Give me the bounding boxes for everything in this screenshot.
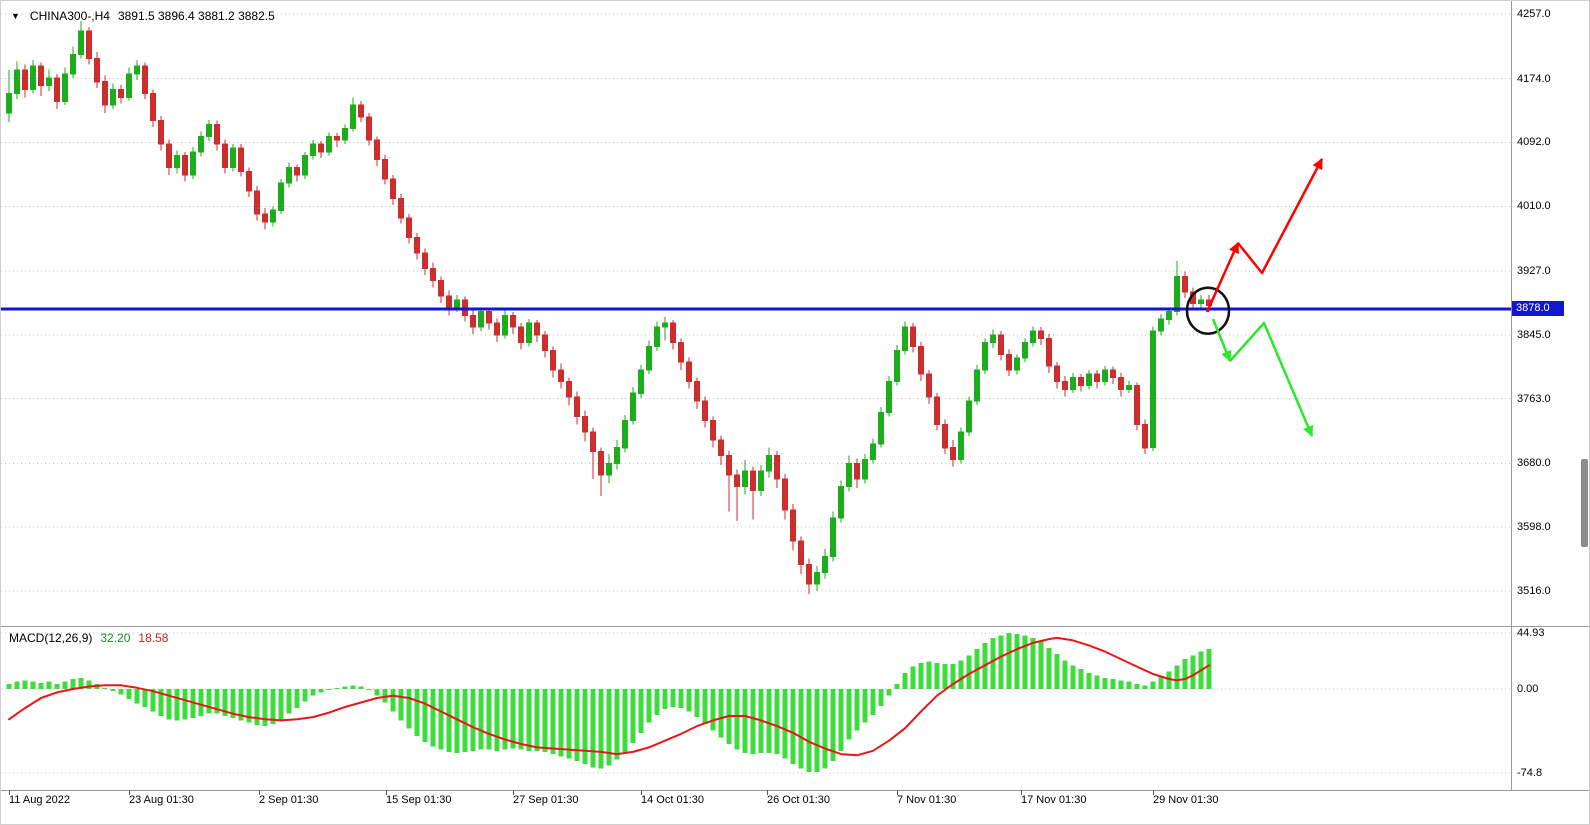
- time-tick-label: 29 Nov 01:30: [1153, 794, 1219, 806]
- time-tick-label: 2 Sep 01:30: [259, 794, 319, 806]
- time-tick-label: 15 Sep 01:30: [386, 794, 452, 806]
- time-tick-label: 26 Oct 01:30: [767, 794, 830, 806]
- time-tick-label: 27 Sep 01:30: [513, 794, 579, 806]
- price-tick-label: 4257.0: [1517, 8, 1551, 20]
- time-tick-label: 23 Aug 01:30: [129, 794, 194, 806]
- ohlc-quote-label: 3891.5 3896.4 3881.2 3882.5: [117, 9, 275, 23]
- time-tick-label: 17 Nov 01:30: [1021, 794, 1087, 806]
- chart-header: ▼ CHINA300-,H4 3891.5 3896.4 3881.2 3882…: [11, 9, 275, 23]
- time-axis[interactable]: 11 Aug 2022 23 Aug 01:30 2 Sep 01:30 15 Sep…: [1, 794, 1589, 818]
- chart-layers: [1, 1, 1589, 795]
- price-tick-label: 4092.0: [1517, 136, 1551, 149]
- price-tick-label: 4010.0: [1517, 200, 1551, 213]
- macd-tick-label: 0.00: [1517, 683, 1539, 695]
- macd-main-value: 32.20: [100, 631, 131, 645]
- macd-tick-label: 44.93: [1517, 626, 1545, 639]
- price-axis[interactable]: 3878.0 4257.0 4174.0 4092.0 4010.0 3927.0 384…: [1511, 1, 1589, 790]
- scrollbar-thumb[interactable]: [1581, 459, 1588, 547]
- macd-name-label: MACD(12,26,9): [9, 631, 93, 645]
- macd-signal-value: 18.58: [138, 631, 169, 645]
- price-tick-label: 3598.0: [1517, 521, 1551, 534]
- symbol-period-label: CHINA300-,H4: [29, 9, 110, 23]
- price-tick-label: 3763.0: [1517, 392, 1551, 405]
- price-line-tag: 3878.0: [1512, 301, 1564, 317]
- price-tick-label: 3516.0: [1517, 585, 1551, 597]
- price-tick-label: 3927.0: [1517, 264, 1551, 277]
- time-tick-label: 7 Nov 01:30: [897, 794, 957, 806]
- macd-tick-label: -74.8: [1517, 767, 1543, 779]
- price-tick-label: 3845.0: [1517, 328, 1551, 341]
- macd-indicator-label: MACD(12,26,9) 32.20 18.58: [9, 631, 168, 645]
- chart-menu-icon[interactable]: ▼: [11, 11, 20, 21]
- price-tick-label: 4174.0: [1517, 72, 1551, 85]
- price-tick-label: 3680.0: [1517, 457, 1551, 470]
- time-tick-label: 14 Oct 01:30: [641, 794, 704, 806]
- time-tick-label: 11 Aug 2022: [9, 794, 70, 806]
